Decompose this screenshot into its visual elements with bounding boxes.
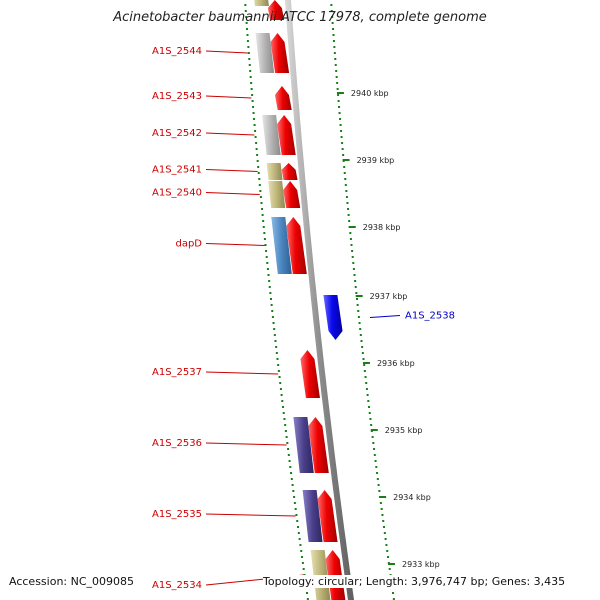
kbp-label: 2934 kbp xyxy=(393,493,431,502)
gene-label[interactable]: A1S_2535 xyxy=(152,509,202,520)
label-leader xyxy=(205,192,260,195)
gene-arrow[interactable] xyxy=(300,350,320,398)
kbp-label: 2939 kbp xyxy=(357,156,395,165)
kbp-label: 2936 kbp xyxy=(377,359,415,368)
label-leader xyxy=(205,169,258,172)
gene-arrow[interactable] xyxy=(308,417,329,473)
map-title: Acinetobacter baumannii ATCC 17978, comp… xyxy=(113,10,487,25)
gene-label[interactable]: A1S_2538 xyxy=(405,311,455,322)
gene-label[interactable]: A1S_2544 xyxy=(152,46,202,57)
backbone-layer xyxy=(284,0,355,600)
label-leader xyxy=(205,132,255,136)
cog-block xyxy=(266,163,283,180)
gene-label[interactable]: A1S_2534 xyxy=(152,580,202,591)
gene-label[interactable]: A1S_2537 xyxy=(152,367,202,378)
kbp-label: 2938 kbp xyxy=(363,223,401,232)
label-leader xyxy=(205,50,248,54)
kbp-label: 2940 kbp xyxy=(351,89,389,98)
gene-arrow[interactable] xyxy=(323,295,343,340)
label-leader xyxy=(205,442,287,446)
gene-arrow[interactable] xyxy=(274,86,292,110)
gene-arrow[interactable] xyxy=(270,33,290,73)
cog-block xyxy=(271,217,292,274)
gene-label[interactable]: A1S_2542 xyxy=(152,128,202,139)
gene-arrow xyxy=(267,0,285,20)
cog-block xyxy=(293,417,314,473)
accession-label: Accession: NC_009085 xyxy=(9,575,135,588)
scale-ticks: 2940 kbp 2939 kbp 2938 kbp 2937 kbp 2936 kbp… xyxy=(244,4,440,600)
genome-backbone xyxy=(284,0,355,600)
cog-block xyxy=(255,33,275,73)
cog-block xyxy=(302,490,323,542)
gene-label[interactable]: A1S_2543 xyxy=(152,91,202,102)
kbp-label: 2937 kbp xyxy=(370,292,408,301)
cog-block xyxy=(254,0,269,6)
label-leader xyxy=(205,371,279,375)
label-leader xyxy=(369,315,401,318)
genome-summary: Topology: circular; Length: 3,976,747 bp… xyxy=(263,575,566,588)
kbp-label: 2935 kbp xyxy=(385,426,423,435)
genes-layer xyxy=(254,0,346,600)
gene-arrow[interactable] xyxy=(277,115,296,155)
kbp-label: 2933 kbp xyxy=(402,560,440,569)
gene-arrow[interactable] xyxy=(283,181,301,208)
gene-label[interactable]: dapD xyxy=(175,239,202,250)
gene-label[interactable]: A1S_2540 xyxy=(152,188,202,199)
gene-label[interactable]: A1S_2541 xyxy=(152,165,202,176)
cog-block xyxy=(262,115,281,155)
label-leader xyxy=(205,95,252,99)
cog-block xyxy=(268,181,286,208)
gene-label[interactable]: A1S_2536 xyxy=(152,438,202,449)
gene-arrow[interactable] xyxy=(317,490,338,542)
label-leader xyxy=(205,243,265,246)
gene-arrow[interactable] xyxy=(286,217,307,274)
label-leader xyxy=(205,513,296,517)
labels-layer: A1S_2544 A1S_2543 A1S_2542 A1S_2541 A1S_2540… xyxy=(152,46,455,591)
gene-arrow[interactable] xyxy=(281,163,298,180)
